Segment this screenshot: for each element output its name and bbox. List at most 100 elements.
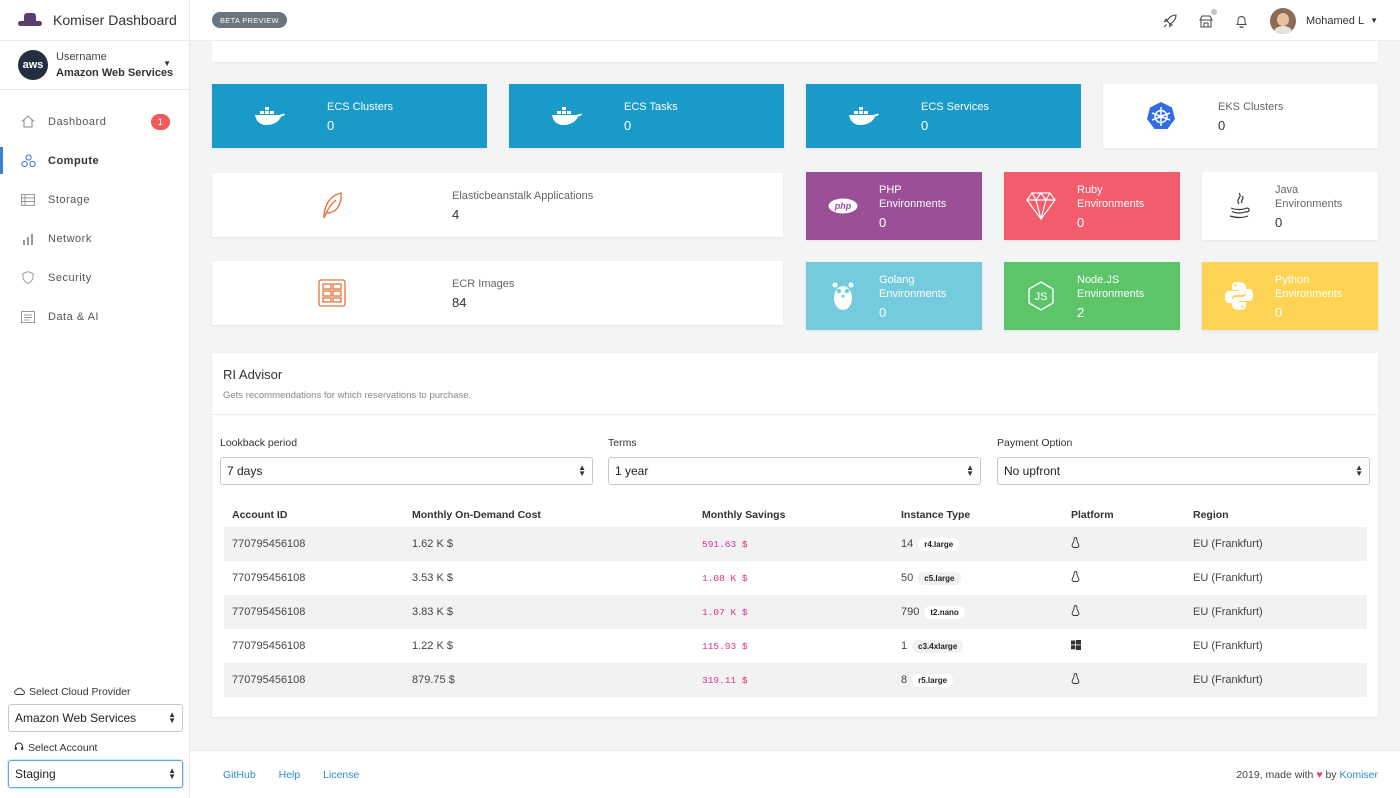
instance-type-badge: c3.4xlarge — [912, 639, 964, 653]
instance-type-badge: r5.large — [912, 673, 954, 687]
svg-text:php: php — [833, 201, 851, 211]
sidebar-item-label: Compute — [48, 154, 100, 167]
instance-type-badge: c5.large — [918, 571, 961, 585]
brand[interactable]: Komiser Dashboard — [0, 0, 189, 41]
instance-type-badge: t2.nano — [924, 605, 965, 619]
linux-icon — [1071, 537, 1080, 551]
card-value: 0 — [1275, 304, 1283, 320]
account-switcher[interactable]: aws Username Amazon Web Services ▼ — [0, 41, 189, 90]
account-label: Select Account — [14, 742, 183, 754]
bell-icon[interactable] — [1234, 13, 1250, 29]
docker-icon — [212, 106, 327, 126]
cell-region: EU (Frankfurt) — [1193, 640, 1263, 652]
card-value: 0 — [879, 214, 887, 230]
notification-badge: 1 — [151, 114, 170, 130]
cloud-provider-select[interactable]: Amazon Web Services ▲ ▼ — [8, 704, 183, 732]
card-value: 2 — [1077, 304, 1085, 320]
sidebar-item-label: Security — [48, 271, 92, 284]
php-icon: php — [806, 198, 879, 214]
linux-icon — [1071, 673, 1080, 687]
select-arrows-icon: ▲ ▼ — [966, 463, 974, 478]
terms-filter: Terms 1 year ▲ ▼ — [608, 437, 981, 485]
payment-select[interactable]: No upfront ▲ ▼ — [997, 457, 1370, 485]
svg-text:JS: JS — [1034, 291, 1047, 303]
ruby-gem-icon — [1004, 192, 1077, 220]
card-php: php PHP Environments 0 — [806, 172, 982, 240]
footer-link-license[interactable]: License — [323, 768, 360, 781]
cell-cost: 1.22 K $ — [412, 640, 453, 652]
data-icon — [20, 310, 36, 324]
docker-icon — [509, 106, 624, 126]
card-value: 0 — [879, 304, 887, 320]
account-provider: Amazon Web Services — [56, 67, 174, 79]
footer-link-github[interactable]: GitHub — [223, 768, 256, 781]
table-row: 770795456108 1.62 K $ 591.63 $ 14 r4.large EU… — [224, 527, 1367, 561]
cloud-icon — [14, 687, 25, 698]
sidebar-item-security[interactable]: Security — [0, 258, 189, 297]
cell-savings: 319.11 $ — [702, 675, 748, 686]
account-select[interactable]: Staging ▲ ▼ — [8, 760, 183, 788]
cell-cost: 879.75 $ — [412, 674, 455, 686]
beta-badge: BETA PREVIEW — [212, 12, 287, 28]
payment-filter: Payment Option No upfront ▲ ▼ — [997, 437, 1370, 485]
gopher-icon — [806, 281, 879, 311]
leaf-icon — [212, 191, 452, 219]
notification-dot — [1210, 8, 1217, 15]
linux-icon — [1071, 571, 1080, 585]
ri-advisor-title: RI Advisor — [223, 367, 283, 382]
account-username: Username — [56, 51, 107, 63]
cell-account-id: 770795456108 — [232, 640, 306, 652]
cell-instance-count: 14 — [901, 538, 914, 550]
card-ecs-tasks: ECS Tasks 0 — [509, 84, 784, 148]
docker-icon — [806, 106, 921, 126]
cell-cost: 3.83 K $ — [412, 606, 453, 618]
network-icon — [20, 232, 36, 246]
select-arrows-icon: ▲ ▼ — [168, 766, 176, 781]
cell-region: EU (Frankfurt) — [1193, 538, 1263, 550]
topbar: BETA PREVIEW Mohamed L ▼ — [190, 0, 1400, 41]
sidebar-item-compute[interactable]: Compute — [0, 141, 189, 180]
sidebar-item-data-ai[interactable]: Data & AI — [0, 297, 189, 336]
card-value: 0 — [624, 117, 632, 133]
provider-selector: Select Cloud Provider Amazon Web Service… — [8, 686, 183, 788]
card-ecs-clusters: ECS Clusters 0 — [212, 84, 487, 148]
cell-savings: 1.08 K $ — [702, 573, 748, 584]
card-eks-clusters: EKS Clusters 0 — [1103, 84, 1378, 148]
rocket-icon[interactable] — [1162, 13, 1178, 29]
user-avatar[interactable] — [1269, 7, 1296, 34]
footer-link-help[interactable]: Help — [278, 768, 301, 781]
cell-instance-count: 1 — [901, 640, 908, 652]
sidebar: Komiser Dashboard aws Username Amazon We… — [0, 0, 190, 798]
user-name[interactable]: Mohamed L — [1305, 14, 1365, 27]
top-panel — [212, 41, 1378, 62]
card-ecs-services: ECS Services 0 — [806, 84, 1081, 148]
sidebar-item-storage[interactable]: Storage — [0, 180, 189, 219]
card-python: Python Environments 0 — [1202, 262, 1378, 330]
lookback-filter: Lookback period 7 days ▲ ▼ — [220, 437, 593, 485]
sidebar-item-label: Data & AI — [48, 310, 99, 323]
select-arrows-icon: ▲ ▼ — [168, 710, 176, 725]
lookback-select[interactable]: 7 days ▲ ▼ — [220, 457, 593, 485]
storage-icon — [20, 193, 36, 207]
komiser-link[interactable]: Komiser — [1339, 768, 1378, 781]
ecr-icon — [212, 279, 452, 307]
kubernetes-icon — [1103, 101, 1218, 131]
terms-select[interactable]: 1 year ▲ ▼ — [608, 457, 981, 485]
shield-icon — [20, 271, 36, 285]
cell-instance-count: 50 — [901, 572, 914, 584]
app-title: Komiser Dashboard — [53, 12, 177, 28]
cell-account-id: 770795456108 — [232, 674, 306, 686]
card-ecr-images: ECR Images 84 — [212, 261, 783, 325]
table-row: 770795456108 1.22 K $ 115.93 $ 1 c3.4xlarge E… — [224, 629, 1367, 663]
cell-cost: 1.62 K $ — [412, 538, 453, 550]
sidebar-item-label: Storage — [48, 193, 91, 206]
caret-down-icon[interactable]: ▼ — [1370, 16, 1378, 25]
cell-savings: 1.07 K $ — [702, 607, 748, 618]
card-value: 84 — [452, 294, 467, 310]
aws-logo-icon: aws — [18, 50, 48, 80]
sidebar-item-dashboard[interactable]: Dashboard 1 — [0, 102, 189, 141]
card-value: 0 — [1275, 214, 1283, 230]
sidebar-item-network[interactable]: Network — [0, 219, 189, 258]
card-nodejs: JS Node.JS Environments 2 — [1004, 262, 1180, 330]
store-icon[interactable] — [1198, 8, 1217, 29]
